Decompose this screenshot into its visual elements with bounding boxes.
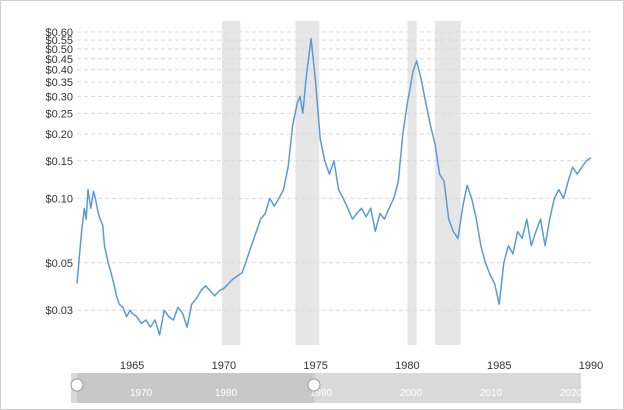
y-tick-label: $0.50: [45, 44, 73, 56]
navigator-year-label: 2000: [400, 388, 423, 399]
navigator-right-handle[interactable]: [307, 378, 321, 392]
y-tick-label: $0.55: [45, 35, 73, 47]
navigator-year-labels: 1970 1980 1990 2000 2010 2020: [130, 388, 583, 399]
y-axis: $0.60$0.55$0.50$0.45$0.40$0.35 $0.30 $0.25…: [45, 27, 73, 317]
y-tick-label: $0.40: [45, 65, 73, 77]
y-tick-label: $0.05: [45, 258, 73, 270]
y-tick-label: $0.10: [45, 193, 73, 205]
recession-bands: [222, 21, 461, 345]
navigator-selection[interactable]: [77, 373, 314, 403]
y-tick-label: $0.20: [45, 129, 73, 141]
y-tick-label: $0.25: [45, 108, 73, 120]
y-tick-label: $0.35: [45, 77, 73, 89]
x-tick-label: 1970: [212, 360, 236, 372]
y-tick-label: $0.45: [45, 54, 73, 66]
range-navigator[interactable]: 1970 1980 1990 2000 2010 2020: [70, 373, 583, 403]
x-tick-label: 1965: [120, 360, 144, 372]
navigator-year-label: 2020: [560, 388, 583, 399]
y-tick-label: $0.15: [45, 156, 73, 168]
x-tick-label: 1985: [487, 360, 511, 372]
navigator-year-label: 2010: [480, 388, 503, 399]
x-tick-label: 1980: [395, 360, 419, 372]
navigator-year-label: 1980: [215, 388, 238, 399]
navigator-left-handle[interactable]: [70, 378, 84, 392]
recession-band: [407, 21, 417, 345]
x-tick-label: 1975: [303, 360, 327, 372]
recession-band: [434, 21, 461, 345]
x-axis: 1965 1970 1975 1980 1985 1990: [120, 360, 603, 372]
recession-band: [222, 21, 241, 345]
x-tick-label: 1990: [579, 360, 603, 372]
y-tick-label: $0.30: [45, 91, 73, 103]
navigator-year-label: 1970: [130, 388, 153, 399]
price-line: [76, 37, 592, 336]
y-tick-label: $0.03: [45, 305, 73, 317]
y-tick-label: $0.60: [45, 27, 73, 39]
navigator-year-label: 1990: [310, 388, 333, 399]
y-gridlines: [77, 31, 591, 311]
